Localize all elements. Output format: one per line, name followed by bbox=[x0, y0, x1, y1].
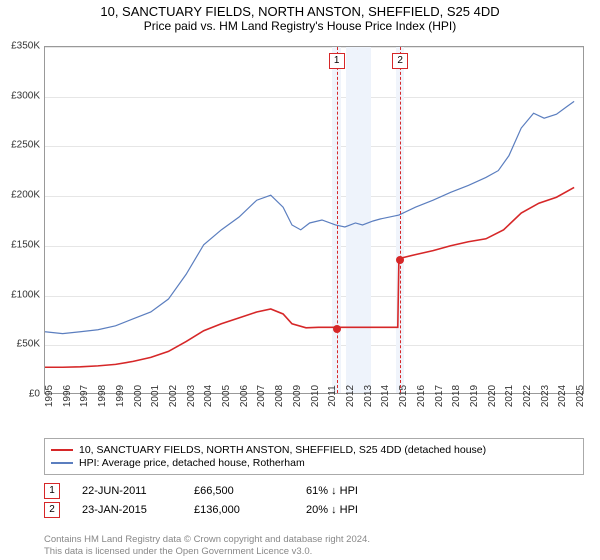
x-tick-label: 2022 bbox=[522, 385, 533, 407]
y-tick-label: £150K bbox=[0, 239, 40, 250]
x-tick-label: 2006 bbox=[239, 385, 250, 407]
x-tick-label: 2016 bbox=[416, 385, 427, 407]
footer-attribution: Contains HM Land Registry data © Crown c… bbox=[44, 534, 370, 558]
event-delta: 61% ↓ HPI bbox=[306, 485, 396, 497]
event-marker-box: 2 bbox=[392, 53, 408, 69]
event-dot bbox=[396, 256, 404, 264]
event-row: 2 23-JAN-2015 £136,000 20% ↓ HPI bbox=[44, 502, 584, 518]
y-tick-label: £250K bbox=[0, 140, 40, 151]
x-tick-label: 2013 bbox=[363, 385, 374, 407]
y-tick-label: £50K bbox=[0, 339, 40, 350]
x-tick-label: 2009 bbox=[292, 385, 303, 407]
x-tick-label: 2012 bbox=[345, 385, 356, 407]
event-dashed-line bbox=[400, 47, 401, 393]
chart-plot-area: 12 bbox=[44, 46, 584, 394]
y-tick-label: £300K bbox=[0, 90, 40, 101]
x-tick-label: 2017 bbox=[434, 385, 445, 407]
event-dashed-line bbox=[337, 47, 338, 393]
x-tick-label: 2025 bbox=[575, 385, 586, 407]
legend-swatch bbox=[51, 449, 73, 451]
chart-title: 10, SANCTUARY FIELDS, NORTH ANSTON, SHEF… bbox=[0, 4, 600, 19]
event-table: 1 22-JUN-2011 £66,500 61% ↓ HPI 2 23-JAN-2015… bbox=[44, 480, 584, 521]
event-dot bbox=[333, 325, 341, 333]
legend-swatch bbox=[51, 462, 73, 464]
legend-row: HPI: Average price, detached house, Roth… bbox=[51, 457, 577, 469]
event-date: 22-JUN-2011 bbox=[82, 485, 172, 497]
chart-lines bbox=[45, 47, 583, 393]
chart-legend: 10, SANCTUARY FIELDS, NORTH ANSTON, SHEF… bbox=[44, 438, 584, 475]
event-delta: 20% ↓ HPI bbox=[306, 504, 396, 516]
x-tick-label: 2010 bbox=[310, 385, 321, 407]
y-tick-label: £350K bbox=[0, 41, 40, 52]
x-tick-label: 2001 bbox=[150, 385, 161, 407]
x-tick-label: 2024 bbox=[557, 385, 568, 407]
x-tick-label: 2008 bbox=[274, 385, 285, 407]
x-tick-label: 2004 bbox=[203, 385, 214, 407]
event-index-box: 1 bbox=[44, 483, 60, 499]
event-price: £66,500 bbox=[194, 485, 284, 497]
legend-label: 10, SANCTUARY FIELDS, NORTH ANSTON, SHEF… bbox=[79, 444, 486, 456]
x-tick-label: 2000 bbox=[133, 385, 144, 407]
series-price_paid bbox=[45, 187, 574, 367]
chart-subtitle: Price paid vs. HM Land Registry's House … bbox=[0, 19, 600, 33]
event-row: 1 22-JUN-2011 £66,500 61% ↓ HPI bbox=[44, 483, 584, 499]
x-tick-label: 2014 bbox=[380, 385, 391, 407]
x-tick-label: 2020 bbox=[487, 385, 498, 407]
y-tick-label: £100K bbox=[0, 289, 40, 300]
series-hpi bbox=[45, 101, 574, 333]
legend-label: HPI: Average price, detached house, Roth… bbox=[79, 457, 305, 469]
x-tick-label: 2021 bbox=[504, 385, 515, 407]
x-tick-label: 2019 bbox=[469, 385, 480, 407]
x-tick-label: 2002 bbox=[168, 385, 179, 407]
x-tick-label: 2023 bbox=[540, 385, 551, 407]
x-tick-label: 2005 bbox=[221, 385, 232, 407]
x-tick-label: 2015 bbox=[398, 385, 409, 407]
x-tick-label: 2011 bbox=[327, 385, 338, 407]
y-tick-label: £0 bbox=[0, 389, 40, 400]
event-price: £136,000 bbox=[194, 504, 284, 516]
footer-line-1: Contains HM Land Registry data © Crown c… bbox=[44, 534, 370, 546]
x-tick-label: 2018 bbox=[451, 385, 462, 407]
x-tick-label: 2007 bbox=[256, 385, 267, 407]
x-tick-label: 1999 bbox=[115, 385, 126, 407]
x-tick-label: 1998 bbox=[97, 385, 108, 407]
x-tick-label: 2003 bbox=[186, 385, 197, 407]
x-tick-label: 1996 bbox=[62, 385, 73, 407]
event-marker-box: 1 bbox=[329, 53, 345, 69]
event-index-box: 2 bbox=[44, 502, 60, 518]
y-tick-label: £200K bbox=[0, 190, 40, 201]
event-date: 23-JAN-2015 bbox=[82, 504, 172, 516]
x-tick-label: 1997 bbox=[79, 385, 90, 407]
legend-row: 10, SANCTUARY FIELDS, NORTH ANSTON, SHEF… bbox=[51, 444, 577, 456]
footer-line-2: This data is licensed under the Open Gov… bbox=[44, 546, 370, 558]
x-tick-label: 1995 bbox=[44, 385, 55, 407]
